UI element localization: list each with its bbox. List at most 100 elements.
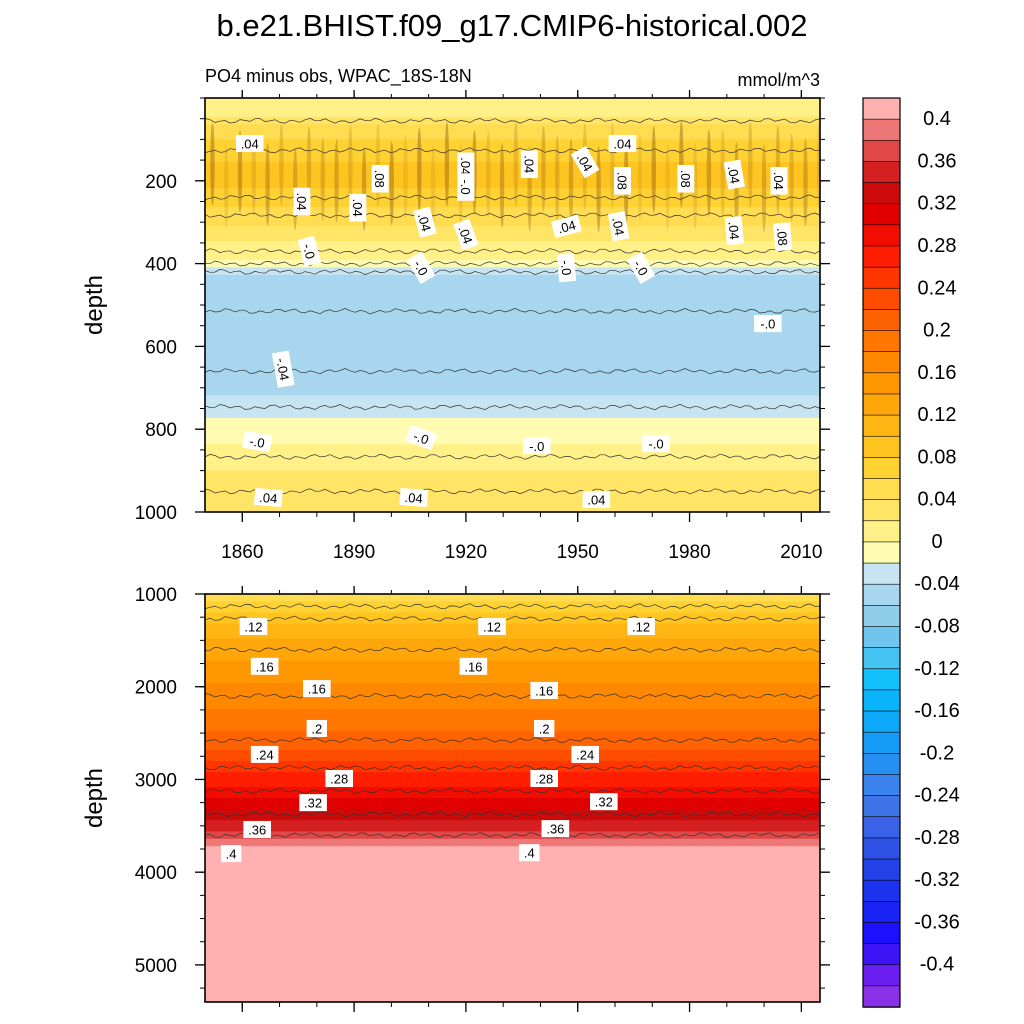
colorbar-label: -0.04 [914, 573, 960, 595]
upper-contour-label: .04 [551, 214, 583, 239]
y-axis-label: depth [81, 768, 108, 828]
upper-streak [334, 139, 339, 223]
svg-text:-.0: -.0 [411, 428, 430, 447]
upper-streak [748, 120, 753, 209]
upper-band [205, 320, 820, 325]
upper-streak [637, 134, 643, 221]
colorbar-label: 0.12 [918, 404, 957, 426]
upper-band [205, 113, 820, 118]
colorbar-swatch [862, 710, 901, 733]
lower-band [205, 864, 820, 870]
upper-band [205, 256, 820, 261]
upper-band [205, 478, 820, 483]
lower-band [205, 842, 820, 848]
lower-band [205, 645, 820, 651]
lower-band [205, 979, 820, 985]
upper-streak [692, 142, 698, 230]
lower-band [205, 898, 820, 903]
lower-band [205, 683, 820, 688]
upper-streak [444, 121, 450, 207]
upper-band [205, 131, 820, 137]
colorbar-swatch [862, 287, 901, 311]
upper-band [205, 252, 820, 257]
upper-band [205, 177, 820, 182]
upper-band [205, 169, 820, 175]
lower-band [205, 649, 820, 655]
upper-band [205, 410, 820, 415]
colorbar-swatch [862, 499, 901, 522]
svg-text:.12: .12 [244, 619, 262, 634]
lower-panel: .12 .12 .12 .16 .16 .16 .16 .2 .2 .24 .24 .28 .28 .32… [81, 585, 830, 1012]
upper-contour-label: .04 [607, 211, 630, 242]
lower-band [205, 927, 820, 933]
lower-band [205, 768, 820, 773]
lower-band [205, 805, 820, 810]
lower-contour-line [205, 764, 820, 771]
colorbar-swatch [862, 457, 901, 480]
lower-band [205, 994, 820, 1000]
svg-text:.4: .4 [524, 846, 535, 861]
lower-band [205, 786, 820, 792]
upper-band [205, 259, 820, 265]
upper-band [205, 335, 820, 340]
lower-band [205, 964, 820, 970]
lower-contour-label: .16 [250, 657, 279, 675]
upper-band [205, 365, 820, 370]
colorbar-swatch [862, 245, 901, 268]
lower-contour-label: .36 [541, 820, 570, 838]
svg-text:.4: .4 [226, 847, 237, 862]
lower-band [205, 612, 820, 618]
y-tick-label: 3000 [135, 770, 177, 791]
lower-band [205, 690, 820, 695]
lower-band [205, 731, 820, 736]
svg-text:.04: .04 [350, 199, 365, 217]
lower-band [205, 957, 820, 962]
upper-contour-label: .04 [293, 187, 311, 216]
colorbar-swatch [862, 435, 901, 459]
lower-band [205, 772, 820, 777]
upper-band [205, 474, 820, 479]
colorbar-label: -0.36 [914, 911, 960, 933]
upper-band [205, 244, 820, 250]
lower-band [205, 783, 820, 788]
colorbar-label: -0.32 [914, 869, 960, 891]
upper-contour-line [205, 308, 820, 315]
upper-band [205, 451, 820, 457]
svg-text:.04: .04 [771, 172, 786, 190]
lower-band [205, 601, 820, 606]
upper-contour-label: .04 [453, 218, 479, 251]
colorbar-swatch [862, 393, 901, 416]
colorbar-label: -0.2 [920, 742, 954, 764]
upper-band [205, 225, 820, 231]
lower-band [205, 801, 820, 807]
upper-streak [210, 123, 215, 206]
upper-band [205, 387, 820, 393]
upper-band [205, 154, 820, 160]
upper-contour-label: -.04 [271, 350, 295, 388]
lower-band [205, 998, 820, 1002]
lower-band [205, 708, 820, 714]
upper-band [205, 146, 820, 152]
colorbar-swatch [862, 203, 901, 226]
upper-band [205, 274, 820, 280]
x-tick-label: 1920 [445, 542, 487, 563]
upper-contour-label: -.0 [556, 253, 577, 283]
x-tick-label: 2010 [780, 542, 822, 563]
lower-band [205, 749, 820, 755]
lower-contour-label: .32 [299, 794, 327, 812]
upper-streak [279, 123, 284, 207]
svg-text:-.0: -.0 [410, 258, 431, 279]
upper-contour-label: -.0 [297, 235, 322, 267]
upper-contour-label: .04 [457, 152, 475, 181]
upper-band [205, 267, 820, 272]
upper-band [205, 116, 820, 122]
lower-band [205, 746, 820, 751]
y-tick-label: 1000 [135, 503, 177, 524]
svg-text:.32: .32 [595, 795, 613, 810]
upper-streak [679, 120, 684, 209]
colorbar-swatch [862, 351, 901, 374]
colorbar-label: 0.32 [918, 193, 957, 215]
upper-band [205, 128, 820, 133]
upper-streak [224, 145, 229, 229]
upper-contour-label: -.0 [626, 251, 656, 284]
